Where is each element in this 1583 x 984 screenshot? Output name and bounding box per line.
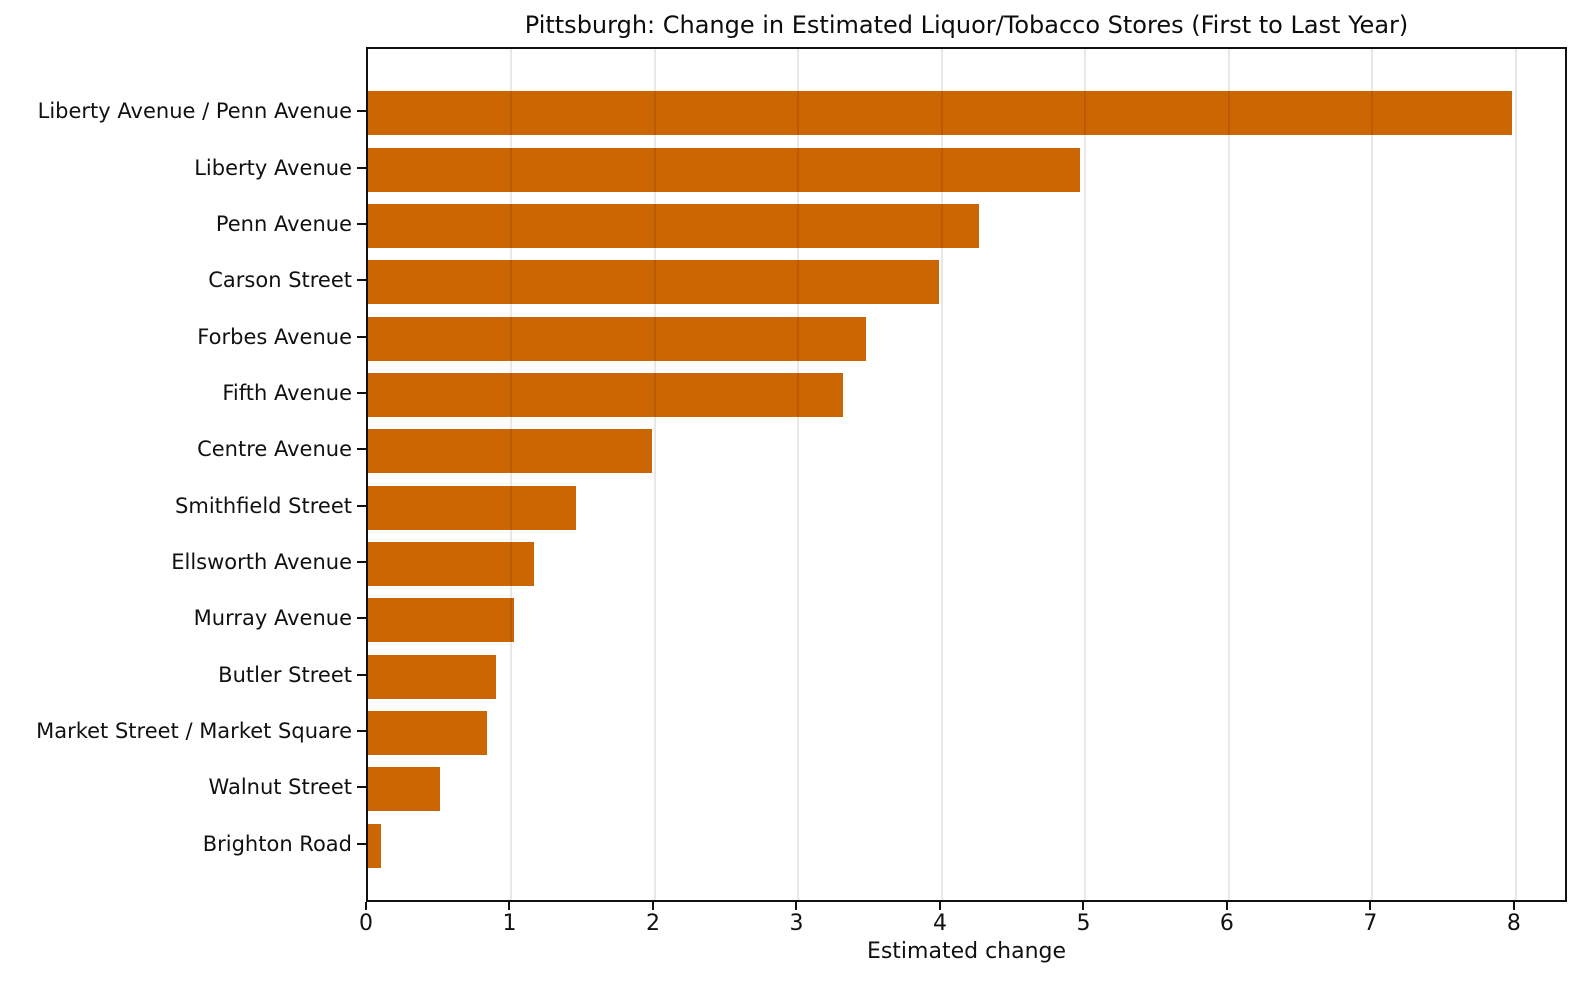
bar <box>368 429 653 474</box>
gridline <box>797 49 800 900</box>
bar <box>368 260 940 305</box>
y-tick-label: Market Street / Market Square <box>36 719 352 744</box>
y-tick-mark <box>357 786 366 789</box>
bar <box>368 598 515 643</box>
y-tick-label: Ellsworth Avenue <box>171 550 352 575</box>
bar <box>368 767 440 812</box>
gridline <box>940 49 943 900</box>
bar <box>368 147 1080 192</box>
y-tick-label: Liberty Avenue <box>194 155 352 180</box>
gridline <box>1084 49 1087 900</box>
bar <box>368 485 577 530</box>
y-tick-mark <box>357 842 366 845</box>
y-tick-mark <box>357 110 366 113</box>
gridline <box>1227 49 1230 900</box>
y-tick-label: Fifth Avenue <box>222 380 352 405</box>
y-tick-mark <box>357 448 366 451</box>
x-tick-mark <box>651 902 654 910</box>
gridline <box>510 49 513 900</box>
x-tick-label: 2 <box>645 911 660 936</box>
gridline <box>1514 49 1517 900</box>
bar <box>368 91 1512 136</box>
x-tick-mark <box>938 902 941 910</box>
x-tick-label: 0 <box>359 911 373 936</box>
x-tick-label: 8 <box>1506 911 1521 936</box>
bar <box>368 823 381 868</box>
y-tick-label: Murray Avenue <box>193 606 352 631</box>
chart-title: Pittsburgh: Change in Estimated Liquor/T… <box>524 11 1409 39</box>
y-tick-label: Walnut Street <box>208 775 352 800</box>
y-tick-mark <box>357 673 366 676</box>
bar <box>368 542 535 587</box>
x-tick-mark <box>1082 902 1085 910</box>
x-tick-label: 3 <box>789 911 804 936</box>
bar <box>368 372 843 417</box>
x-tick-mark <box>1512 902 1515 910</box>
y-tick-label: Liberty Avenue / Penn Avenue <box>37 99 352 124</box>
x-tick-mark <box>1225 902 1228 910</box>
gridline <box>653 49 656 900</box>
x-tick-label: 6 <box>1219 911 1234 936</box>
y-tick-label: Brighton Road <box>202 831 352 856</box>
x-axis-label: Estimated change <box>866 939 1067 964</box>
x-tick-label: 7 <box>1363 911 1378 936</box>
y-tick-label: Forbes Avenue <box>197 324 352 349</box>
gridline <box>1371 49 1374 900</box>
y-tick-label: Carson Street <box>208 268 352 293</box>
y-tick-mark <box>357 166 366 169</box>
bar <box>368 316 866 361</box>
y-tick-label: Penn Avenue <box>215 211 352 236</box>
bar <box>368 203 980 248</box>
x-tick-label: 5 <box>1076 911 1091 936</box>
bar <box>368 711 488 756</box>
x-tick-mark <box>508 902 511 910</box>
y-tick-mark <box>357 504 366 507</box>
x-tick-label: 1 <box>502 911 517 936</box>
x-tick-mark <box>1369 902 1372 910</box>
y-tick-mark <box>357 279 366 282</box>
y-tick-mark <box>357 617 366 620</box>
plot-area <box>366 47 1567 902</box>
x-tick-label: 4 <box>932 911 947 936</box>
y-tick-label: Smithfield Street <box>175 493 352 518</box>
y-tick-label: Butler Street <box>218 662 352 687</box>
x-tick-mark <box>365 902 367 910</box>
x-tick-mark <box>795 902 798 910</box>
y-tick-mark <box>357 222 366 225</box>
y-tick-mark <box>357 391 366 394</box>
y-tick-mark <box>357 335 366 338</box>
y-tick-mark <box>357 561 366 564</box>
y-tick-mark <box>357 730 366 733</box>
bar <box>368 654 496 699</box>
y-tick-label: Centre Avenue <box>197 437 352 462</box>
